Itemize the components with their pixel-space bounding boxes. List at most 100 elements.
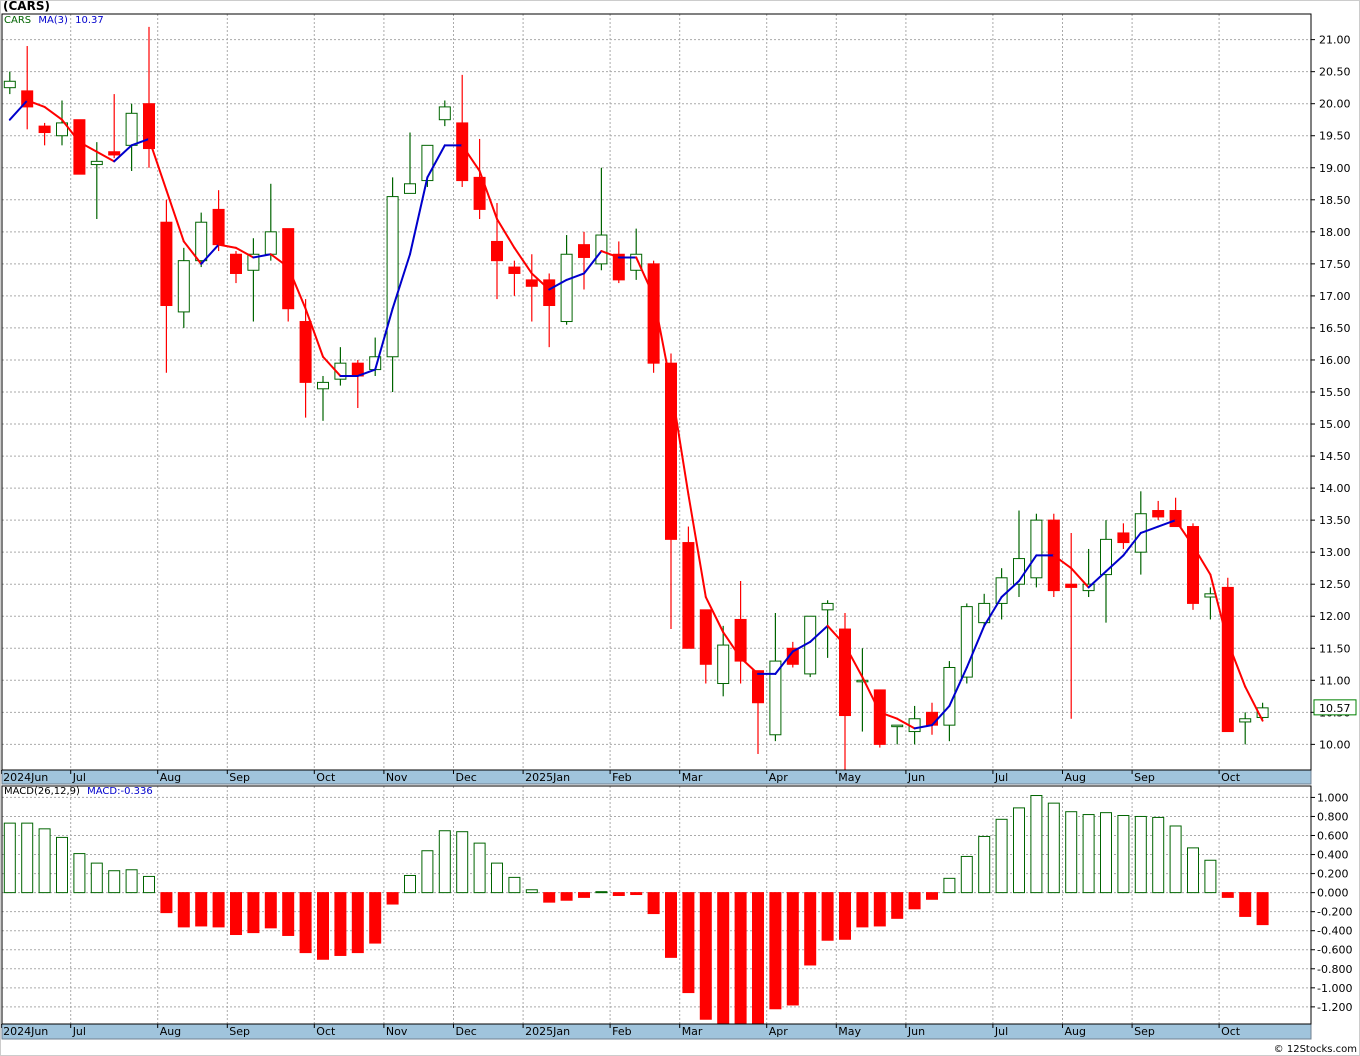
- candle-body: [769, 660, 782, 736]
- price-frame: [1, 13, 1312, 771]
- macd-bar: [665, 892, 677, 958]
- price-tick-label: 19.50: [1319, 130, 1351, 143]
- ma-segment: [774, 650, 794, 675]
- x-tick-label: Jul: [72, 1025, 86, 1038]
- x-tick-label: Feb: [612, 1025, 631, 1038]
- x-tick-label: Mar: [682, 1025, 703, 1038]
- x-tick-label: Sep: [229, 771, 250, 784]
- macd-bar: [1134, 815, 1147, 894]
- ma-segment: [61, 118, 81, 144]
- candle-body: [160, 221, 173, 307]
- candle-body: [647, 263, 660, 364]
- candle-body: [491, 240, 503, 262]
- ma-segment: [948, 666, 968, 707]
- price-tick-label: 16.50: [1319, 322, 1351, 335]
- candle-body: [1117, 532, 1130, 544]
- ma-segment: [182, 240, 203, 265]
- ma-segment: [1018, 554, 1038, 582]
- candle-body: [891, 724, 904, 728]
- candle-body: [230, 253, 242, 274]
- price-x-axis-bar: [1, 769, 1312, 785]
- macd-bar: [543, 892, 556, 903]
- price-tick-label: 18.00: [1319, 226, 1351, 239]
- macd-bar: [1013, 807, 1025, 894]
- x-tick-label: Dec: [456, 771, 477, 784]
- x-tick-label: Apr: [769, 771, 789, 784]
- candle-body: [786, 647, 799, 665]
- macd-bar: [786, 892, 799, 1006]
- ma-segment: [8, 99, 29, 121]
- macd-bar: [873, 892, 886, 927]
- candle-body: [856, 679, 869, 683]
- macd-bar: [682, 892, 695, 994]
- candle-body: [212, 208, 225, 246]
- macd-bar: [90, 862, 103, 894]
- ma-segment: [235, 246, 255, 259]
- candle-body: [543, 279, 556, 307]
- x-tick-label: Aug: [1065, 1025, 1086, 1038]
- macd-bars: [3, 795, 1269, 1025]
- macd-bar: [1204, 859, 1217, 894]
- macd-bar: [1100, 812, 1112, 894]
- ma-segment: [844, 644, 864, 679]
- candle-body: [978, 602, 991, 624]
- moving-average-line: [8, 99, 1264, 730]
- candle-body: [404, 183, 416, 194]
- macd-bar: [160, 892, 173, 914]
- ma-segment: [287, 266, 307, 310]
- ma-segment: [583, 250, 603, 275]
- macd-tick-label: 0.200: [1317, 868, 1349, 881]
- ma-segment: [513, 246, 533, 275]
- macd-bar: [177, 892, 190, 928]
- x-tick-label: Oct: [1221, 1025, 1241, 1038]
- x-tick-label: Dec: [456, 1025, 477, 1038]
- ma-segment: [217, 243, 237, 249]
- price-panel-bg: [2, 14, 1311, 770]
- candle-body: [195, 221, 208, 262]
- macd-bar: [247, 892, 260, 934]
- ma-segment: [983, 596, 1003, 627]
- ma-segment: [809, 624, 829, 643]
- macd-bar: [995, 818, 1008, 894]
- macd-bar: [264, 892, 277, 929]
- legend-ma-label: MA(3): [38, 15, 68, 26]
- candle-body: [960, 606, 973, 678]
- candle-body: [578, 244, 590, 258]
- macd-tick-label: 1.000: [1317, 791, 1349, 804]
- candle-body: [699, 609, 712, 665]
- price-tick-label: 17.50: [1319, 258, 1351, 271]
- candle-body: [1030, 519, 1043, 579]
- candle-body: [752, 670, 764, 704]
- candle-body: [1169, 510, 1182, 528]
- macd-bar: [456, 831, 469, 894]
- ma-segment: [269, 253, 290, 269]
- x-tick-label: Aug: [160, 771, 181, 784]
- x-tick-label: 2024Jun: [3, 1025, 48, 1038]
- price-tick-label: 20.00: [1319, 98, 1351, 111]
- ma-segment: [426, 144, 446, 179]
- macd-bar: [908, 892, 921, 910]
- legend-macd-label: MACD(26,12,9): [4, 786, 80, 797]
- x-tick-label: May: [838, 771, 861, 784]
- ma-segment: [861, 676, 881, 714]
- macd-tick-label: -1.200: [1317, 1001, 1352, 1014]
- price-tick-label: 13.50: [1319, 514, 1351, 527]
- macd-bar: [369, 892, 382, 944]
- macd-bar: [282, 892, 295, 936]
- x-tick-label: Nov: [386, 771, 408, 784]
- candle-body: [247, 253, 260, 271]
- macd-bar: [108, 870, 121, 894]
- ma-segment: [43, 105, 63, 121]
- x-tick-label: Oct: [1221, 771, 1241, 784]
- macd-bar: [404, 874, 416, 894]
- x-tick-label: 2024Jun: [3, 771, 48, 784]
- macd-bar: [3, 822, 16, 894]
- macd-bar: [525, 889, 538, 894]
- macd-legend: MACD(26,12,9) MACD:-0.336: [4, 786, 153, 797]
- macd-bar: [230, 892, 242, 936]
- candle-body: [177, 260, 190, 313]
- price-tick-label: 11.00: [1319, 674, 1351, 687]
- ma-segment: [1000, 580, 1020, 599]
- candle-body: [21, 90, 34, 108]
- ma-segment: [1070, 567, 1090, 589]
